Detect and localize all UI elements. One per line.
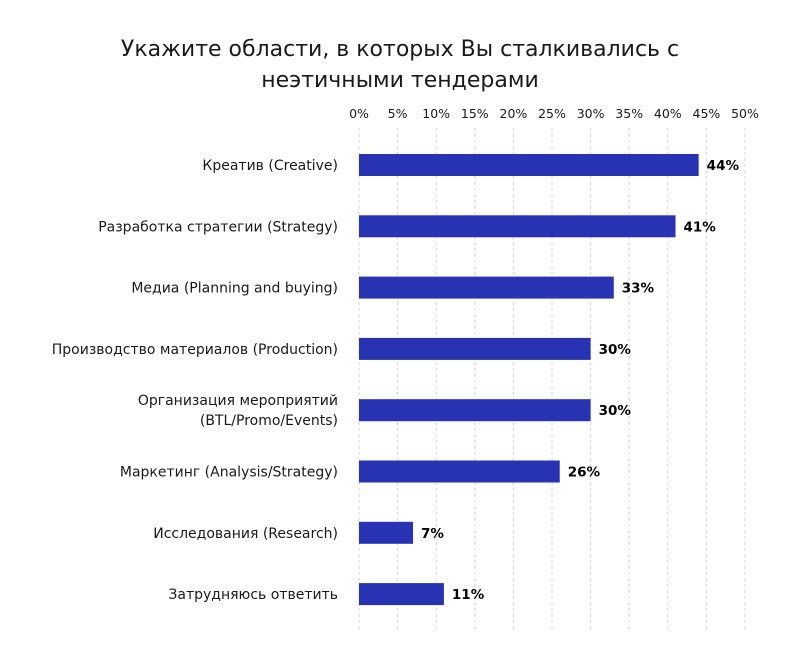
bar (359, 215, 676, 238)
x-tick-label: 45% (693, 106, 721, 121)
data-label: 7% (421, 526, 444, 542)
data-label: 30% (599, 342, 632, 358)
data-label: 26% (568, 465, 601, 481)
bar (359, 154, 699, 176)
data-label: 30% (599, 403, 632, 419)
x-tick-label: 5% (388, 106, 408, 121)
bar (359, 337, 591, 360)
bar (359, 521, 414, 544)
bar (359, 583, 444, 606)
chart-title-line-1: Укажите области, в которых Вы сталкивали… (120, 37, 680, 62)
x-tick-label: 20% (500, 106, 528, 121)
x-tick-label: 50% (731, 106, 759, 121)
data-label: 33% (622, 281, 655, 297)
x-tick-label: 15% (461, 106, 489, 121)
bar (359, 399, 591, 422)
chart-title: Укажите области, в которых Вы сталкивали… (0, 34, 800, 96)
x-tick-label: 30% (577, 106, 605, 121)
category-label: Маркетинг (Analysis/Strategy) (120, 465, 338, 481)
category-label: Разработка стратегии (Strategy) (98, 219, 338, 235)
x-tick-label: 35% (615, 106, 643, 121)
x-tick-label: 0% (349, 106, 369, 121)
data-label: 11% (452, 587, 485, 603)
category-label: Медиа (Planning and buying) (131, 281, 338, 297)
category-label: Организация мероприятий (138, 393, 338, 409)
category-label: Затрудняюсь ответить (168, 587, 338, 603)
category-label: (BTL/Promo/Events) (200, 413, 338, 429)
data-label: 44% (707, 158, 740, 174)
bar (359, 276, 614, 299)
chart-title-line-2: неэтичными тендерами (261, 68, 539, 93)
data-label: 41% (684, 219, 717, 235)
category-label: Производство материалов (Production) (52, 342, 338, 358)
category-label: Исследования (Research) (153, 526, 338, 542)
x-tick-label: 40% (654, 106, 682, 121)
x-tick-label: 25% (538, 106, 566, 121)
x-tick-label: 10% (422, 106, 450, 121)
category-label: Креатив (Creative) (202, 158, 338, 174)
bar (359, 460, 560, 483)
